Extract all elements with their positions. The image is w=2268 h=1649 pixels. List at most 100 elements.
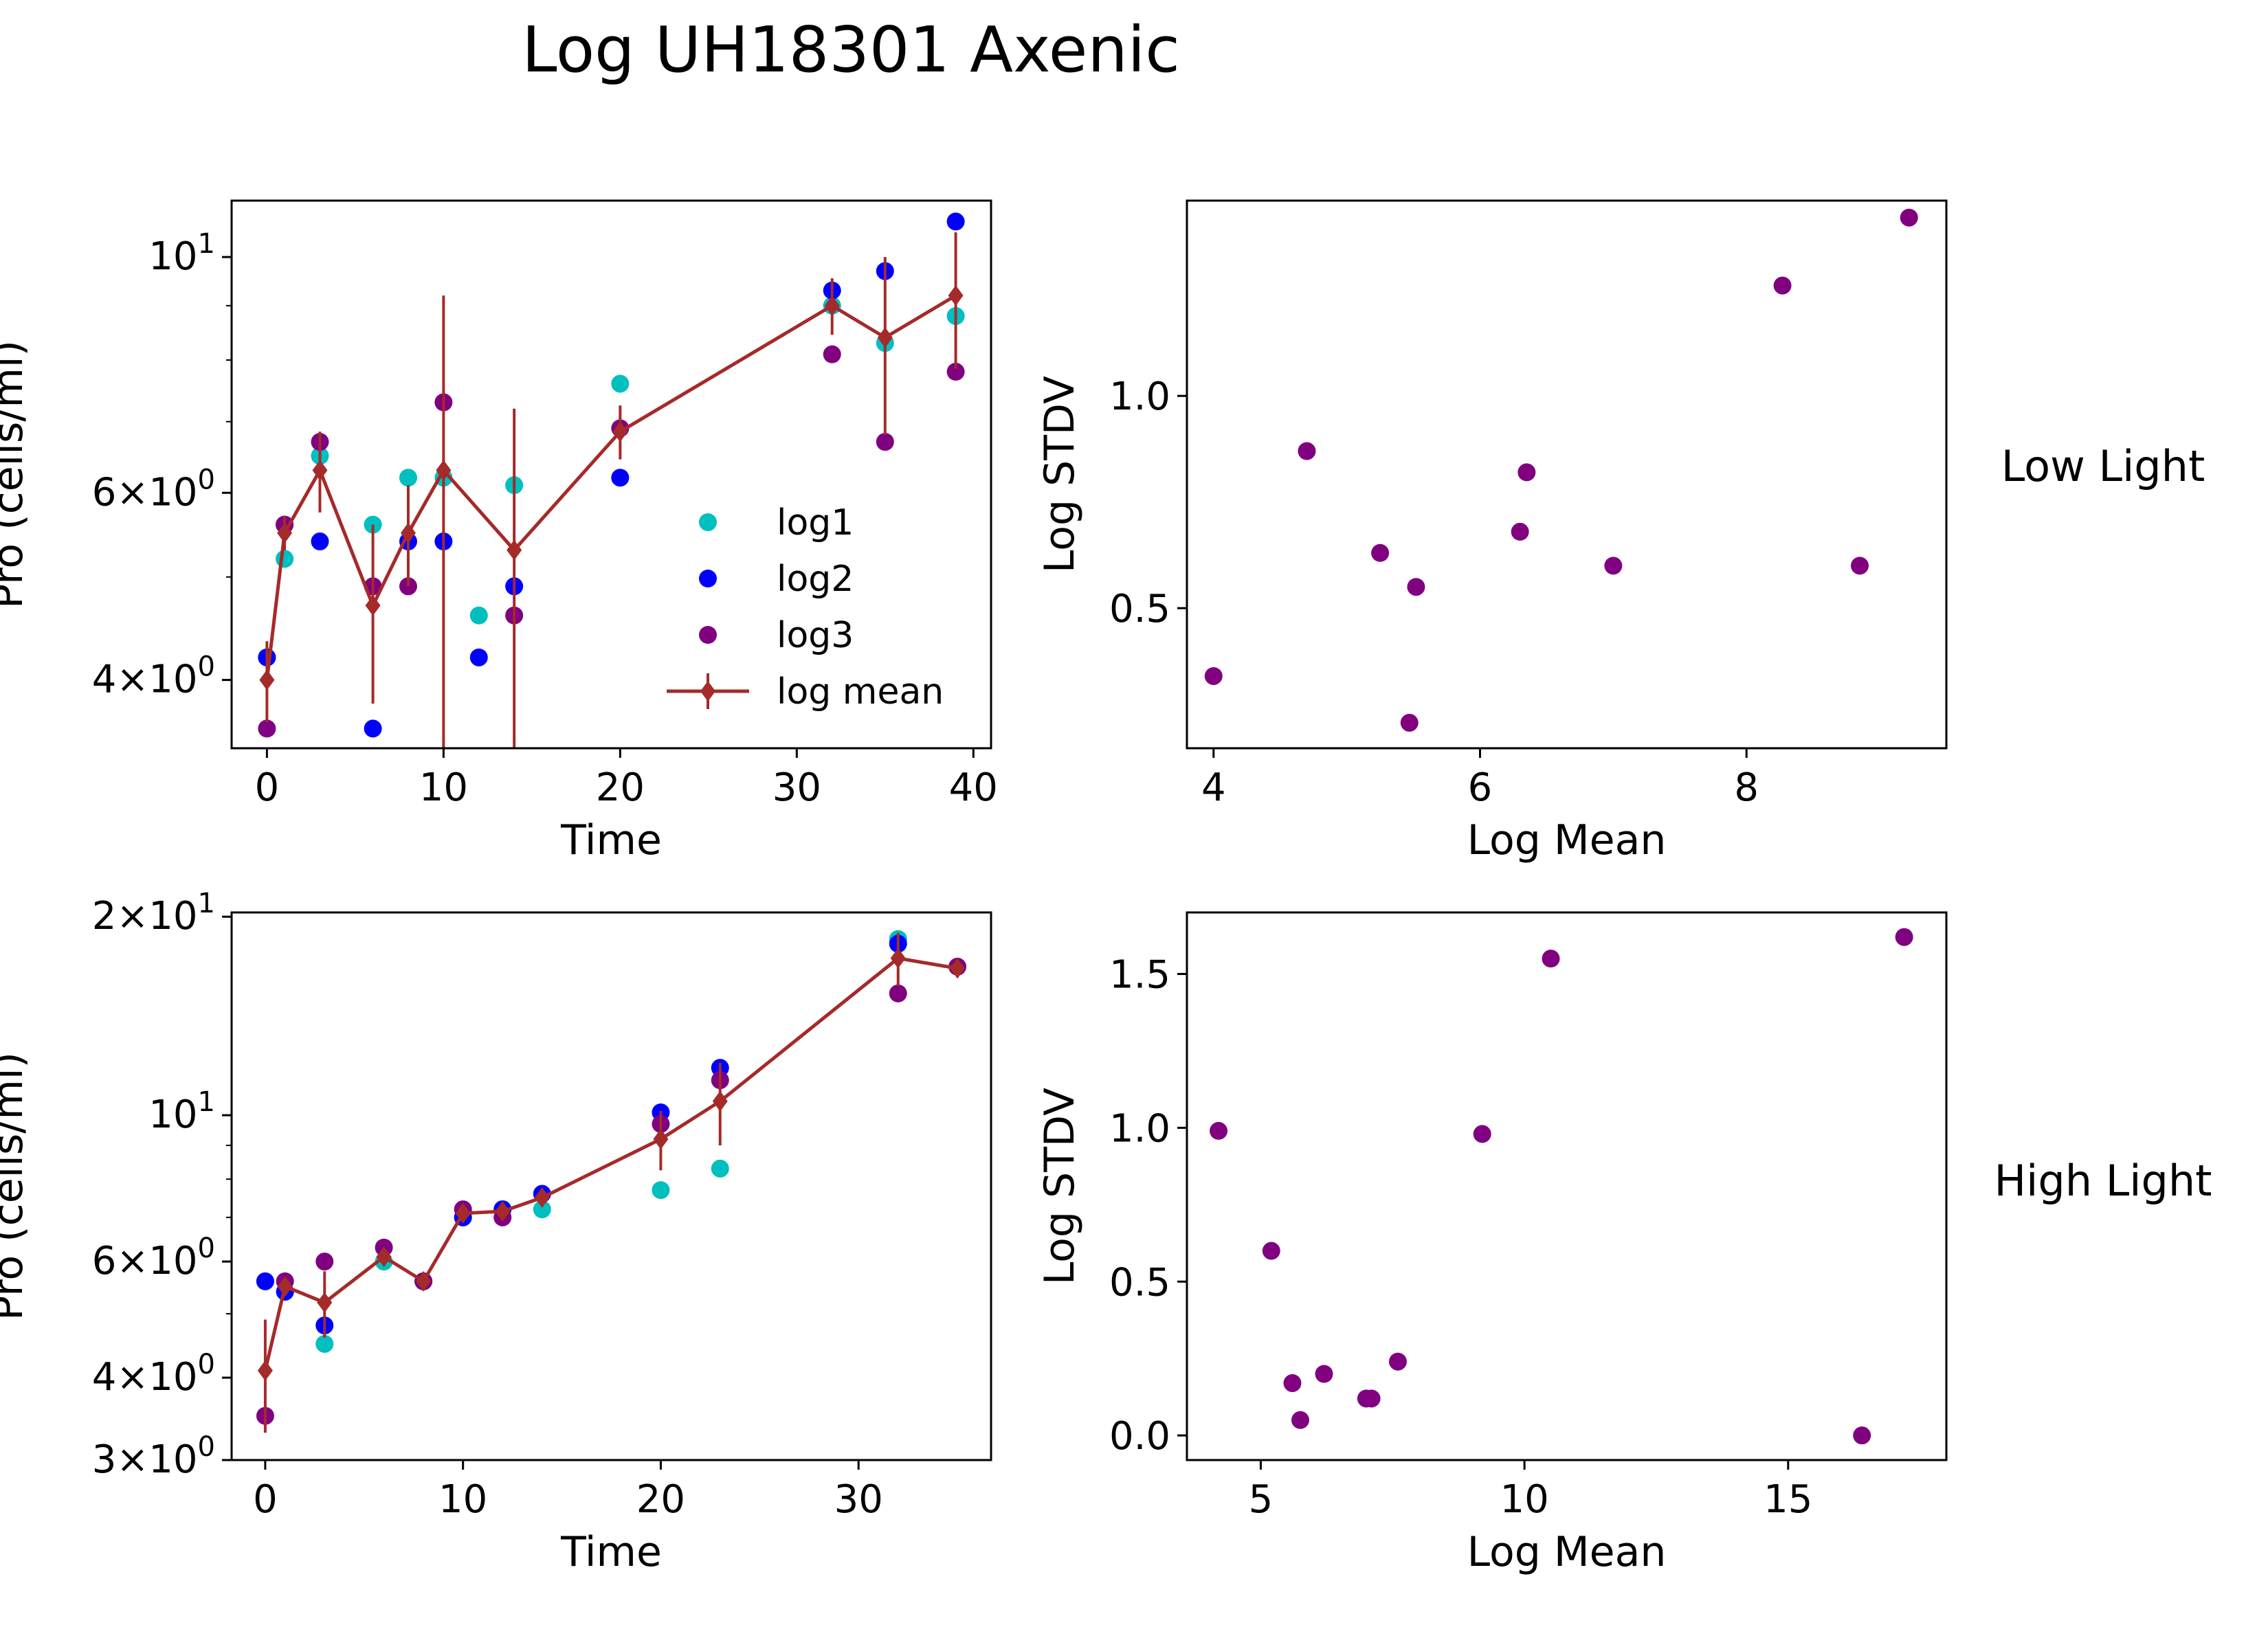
mean-marker bbox=[653, 1128, 669, 1149]
x-tick-label: 4 bbox=[1201, 765, 1226, 810]
mean-marker bbox=[495, 1200, 511, 1222]
mean-marker bbox=[507, 539, 522, 561]
data-point bbox=[946, 363, 965, 381]
legend-entry: log3 bbox=[699, 615, 854, 656]
plot-area bbox=[256, 930, 967, 1433]
data-point bbox=[1850, 557, 1869, 575]
y-tick-label: 1.5 bbox=[1109, 953, 1170, 998]
data-point bbox=[711, 1159, 729, 1178]
legend-marker bbox=[699, 626, 717, 644]
data-point bbox=[876, 433, 894, 451]
mean-marker bbox=[376, 1246, 392, 1268]
mean-marker bbox=[712, 1090, 728, 1112]
plot-frame bbox=[230, 199, 992, 750]
plot-frame bbox=[1186, 199, 1948, 750]
y-tick-label: 101 bbox=[148, 228, 215, 279]
y-tick-exponent: 0 bbox=[198, 1349, 215, 1380]
legend-label: log3 bbox=[777, 615, 854, 656]
x-axis-label: Time bbox=[560, 816, 662, 864]
row-label-high-light: High Light bbox=[1994, 1156, 2212, 1206]
x-tick-label: 10 bbox=[1500, 1477, 1548, 1522]
y-tick-exponent: 1 bbox=[198, 888, 215, 919]
data-point bbox=[311, 532, 329, 551]
data-point bbox=[469, 606, 488, 625]
y-tick-label: 2×101 bbox=[92, 888, 215, 939]
data-point bbox=[469, 648, 488, 666]
data-point bbox=[611, 469, 630, 487]
mean-marker bbox=[950, 958, 966, 979]
data-point bbox=[315, 1334, 334, 1353]
y-tick-label: 101 bbox=[148, 1086, 215, 1137]
row-label-low-light: Low Light bbox=[2001, 441, 2205, 491]
y-tick-label: 4×100 bbox=[92, 1349, 215, 1400]
x-tick-label: 10 bbox=[419, 765, 468, 810]
x-tick-label: 40 bbox=[949, 765, 998, 810]
mean-marker bbox=[948, 285, 964, 306]
legend-label: log2 bbox=[777, 559, 854, 600]
y-tick-exponent: 1 bbox=[198, 228, 215, 260]
y-tick-base: 10 bbox=[148, 234, 197, 279]
data-point bbox=[1773, 276, 1792, 295]
mean-marker bbox=[400, 522, 416, 543]
chart-high-stdv: 5 10 15 Log Mean 0.0 0.5 1.0 1.5 Log STDV bbox=[1036, 911, 1948, 1576]
plot-area bbox=[1204, 208, 1918, 732]
x-tick-label: 6 bbox=[1468, 765, 1493, 810]
series-log-mean bbox=[259, 232, 964, 748]
mean-marker bbox=[877, 327, 893, 348]
y-tick-label: 0.5 bbox=[1109, 1260, 1170, 1305]
mean-marker bbox=[416, 1270, 432, 1292]
data-point bbox=[1542, 950, 1560, 968]
mean-marker bbox=[259, 669, 275, 691]
plot-frame bbox=[230, 911, 992, 1461]
data-point bbox=[1388, 1352, 1407, 1371]
legend-marker bbox=[699, 513, 717, 531]
y-tick-exponent: 0 bbox=[198, 651, 215, 683]
legend-marker bbox=[700, 681, 715, 702]
data-point bbox=[1604, 557, 1623, 575]
data-point bbox=[1204, 666, 1223, 685]
y-tick-exponent: 1 bbox=[198, 1086, 215, 1118]
mean-marker bbox=[436, 460, 452, 481]
y-tick-exponent: 0 bbox=[198, 464, 215, 495]
y-tick-base: 2×10 bbox=[92, 894, 198, 939]
chart-low-stdv: 4 6 8 Log Mean 0.5 1.0 Log STDV bbox=[1036, 199, 1948, 864]
data-point bbox=[823, 345, 841, 363]
data-point bbox=[1362, 1389, 1381, 1408]
mean-marker bbox=[612, 421, 628, 442]
y-tick-label: 4×100 bbox=[92, 651, 215, 702]
y-tick-label: 1.0 bbox=[1109, 374, 1170, 419]
data-point bbox=[256, 1272, 274, 1290]
data-point bbox=[258, 719, 276, 738]
y-tick-base: 10 bbox=[148, 1092, 197, 1137]
series-points bbox=[1204, 208, 1918, 732]
plot-frame bbox=[1186, 911, 1948, 1461]
plot-area bbox=[258, 212, 965, 748]
data-point bbox=[315, 1253, 334, 1271]
y-tick-label: 0.0 bbox=[1109, 1414, 1170, 1459]
x-tick-label: 0 bbox=[255, 765, 280, 810]
y-axis-label: Pro (cells/ml) bbox=[0, 1052, 32, 1321]
x-axis-label: Time bbox=[560, 1528, 662, 1576]
data-point bbox=[1291, 1411, 1309, 1429]
x-tick-label: 10 bbox=[438, 1477, 487, 1522]
data-point bbox=[946, 212, 965, 231]
data-point bbox=[1407, 578, 1425, 596]
y-tick-label: 0.5 bbox=[1109, 587, 1170, 631]
mean-marker bbox=[365, 595, 381, 616]
x-tick-label: 20 bbox=[636, 1477, 685, 1522]
data-point bbox=[1315, 1365, 1333, 1383]
plot-area bbox=[1210, 928, 1913, 1445]
figure-title: Log UH18301 Axenic bbox=[522, 13, 1180, 87]
data-point bbox=[1900, 208, 1918, 227]
mean-marker bbox=[890, 947, 906, 969]
mean-marker bbox=[257, 1360, 273, 1381]
data-point bbox=[1298, 442, 1316, 460]
y-tick-base: 4×10 bbox=[92, 1355, 198, 1400]
mean-marker bbox=[277, 1276, 293, 1297]
data-point bbox=[533, 1200, 551, 1219]
y-tick-base: 6×10 bbox=[92, 1239, 198, 1283]
